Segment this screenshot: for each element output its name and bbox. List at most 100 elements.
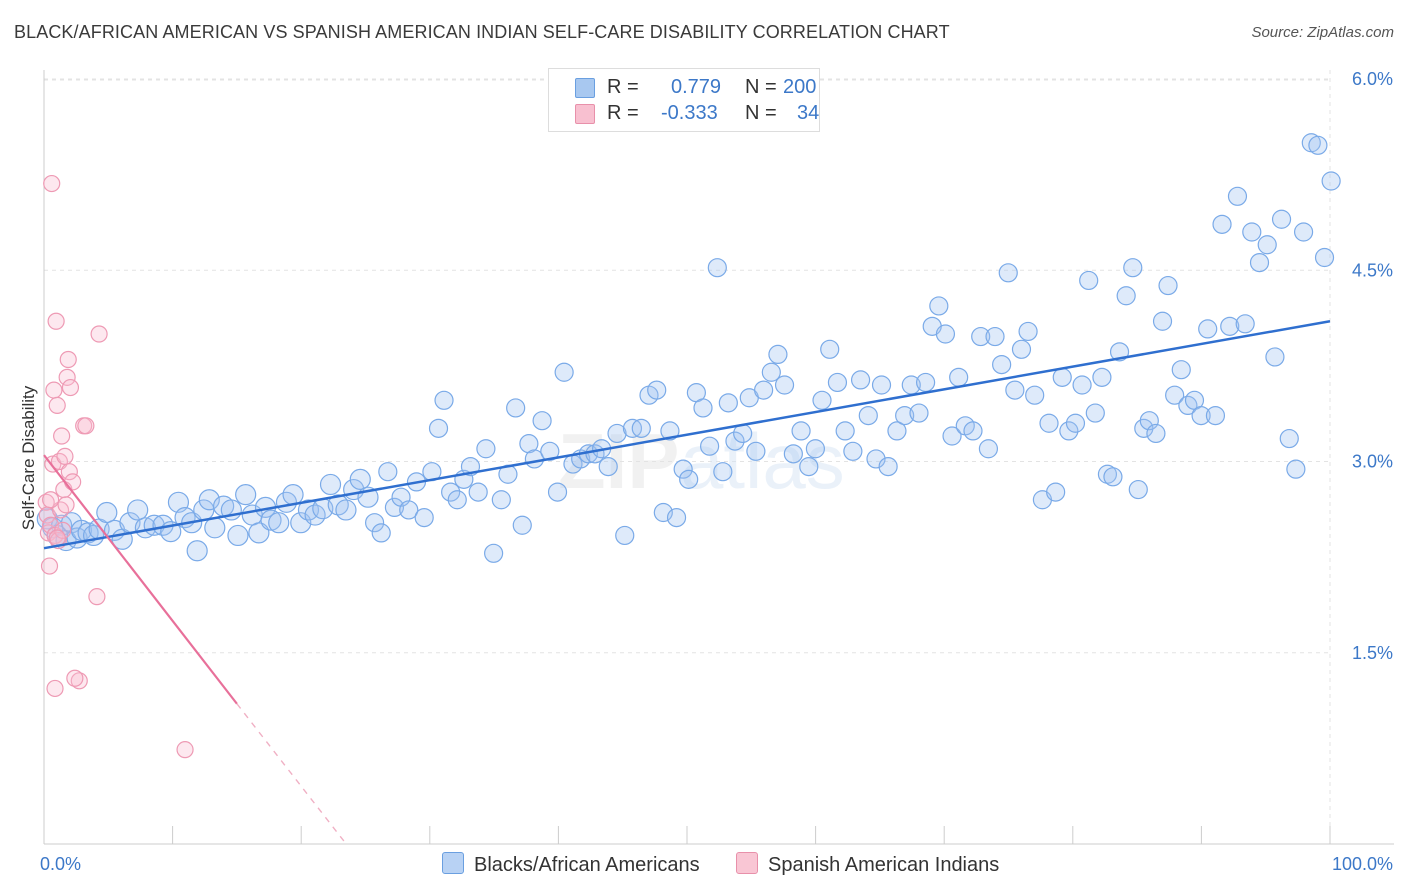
blue-point [235,484,257,506]
blue-point [441,482,461,502]
legend-swatch-pink [575,104,595,124]
pink-point [47,312,65,330]
blue-point [949,367,969,387]
bottom-legend-spanish: Spanish American Indians [736,852,999,877]
blue-point [985,326,1005,347]
correlation-legend: R = 0.779 N = 200 R = -0.333 N = 34 [548,68,820,132]
pink-point [42,491,60,509]
blue-point [1249,253,1270,273]
blue-point [1286,459,1306,479]
blue-point [693,398,713,418]
blue-point [268,512,290,534]
blue-point [476,439,496,459]
blue-point [843,441,863,461]
blue-point [1265,347,1285,367]
legend-n-value: 200 [783,76,817,98]
blue-point [282,484,304,506]
bottom-legend-label-spanish: Spanish American Indians [768,854,1000,876]
blue-point [761,362,781,382]
blue-point [1220,316,1240,336]
blue-point [204,517,226,539]
blue-point [963,421,983,441]
blue-point [673,459,693,479]
blue-point [679,469,699,489]
blue-point [1178,395,1198,415]
pink-point [46,679,64,698]
legend-n-value: 34 [797,102,820,124]
blue-point [1018,321,1038,342]
blue-point [915,372,936,393]
pink-point [40,557,59,575]
blue-point [700,436,720,456]
pink-point [59,350,77,369]
blue-point [227,524,249,547]
blue-point [319,473,342,496]
blue-point [871,375,892,395]
y-tick-label: 3.0% [1352,452,1393,472]
blue-point [754,380,774,400]
blue-point [812,390,832,410]
blue-point [371,523,391,543]
blue-point [1072,375,1092,395]
blue-point [791,421,811,441]
y-tick-label: 6.0% [1352,69,1393,89]
blue-point [1158,275,1178,296]
blue-point [878,457,898,477]
blue-point [1005,380,1025,400]
blue-point [887,421,907,441]
pink-point [64,473,82,491]
blue-point [1052,367,1072,387]
blue-point [399,500,419,520]
blue-point [895,406,915,426]
blue-point [1123,258,1143,278]
y-axis-label: Self-Care Disability [19,385,38,530]
blue-point [971,326,991,347]
blue-point [1257,235,1277,255]
pink-points [37,174,194,759]
blue-point [783,444,803,464]
blue-point [532,411,552,431]
blue-point [992,355,1012,375]
blue-point [447,490,467,510]
legend-r-label: R = [607,102,639,124]
blue-point [998,263,1018,283]
blue-point [1242,222,1262,242]
blue-point [1314,247,1335,268]
blue-point [615,525,635,546]
blue-point [929,296,949,316]
bottom-legend-blacks: Blacks/African Americans [442,852,700,877]
pink-point [53,427,71,445]
blue-point [468,482,488,502]
blue-point [1321,171,1341,191]
blue-point [774,375,795,395]
blue-point [384,497,405,517]
blue-point [718,393,738,413]
bottom-legend-swatch-blue [442,852,464,874]
blue-point [1171,360,1191,380]
blue-point [96,501,118,524]
pink-point [56,447,74,465]
blue-point [820,339,840,359]
blue-point [866,449,886,469]
blue-point [858,406,878,426]
pink-point [57,496,75,514]
blue-point [1128,479,1148,500]
blue-point [77,522,99,544]
blue-point [978,439,999,459]
blue-point [1079,270,1099,291]
blue-point [1011,339,1032,359]
pink-point [58,368,76,386]
watermark-atlas: atlas [680,417,845,505]
pink-point [90,325,108,343]
legend-swatch-blue [575,78,595,98]
blue-point [707,258,727,278]
blue-point [713,462,733,482]
chart-title: BLACK/AFRICAN AMERICAN VS SPANISH AMERIC… [14,22,950,42]
pink-trend-extension [236,703,347,845]
blue-point [260,509,282,531]
blue-point [1146,423,1166,444]
blue-point [1116,286,1136,306]
blue-point [835,421,855,441]
watermark-zip: ZIP [558,417,679,505]
